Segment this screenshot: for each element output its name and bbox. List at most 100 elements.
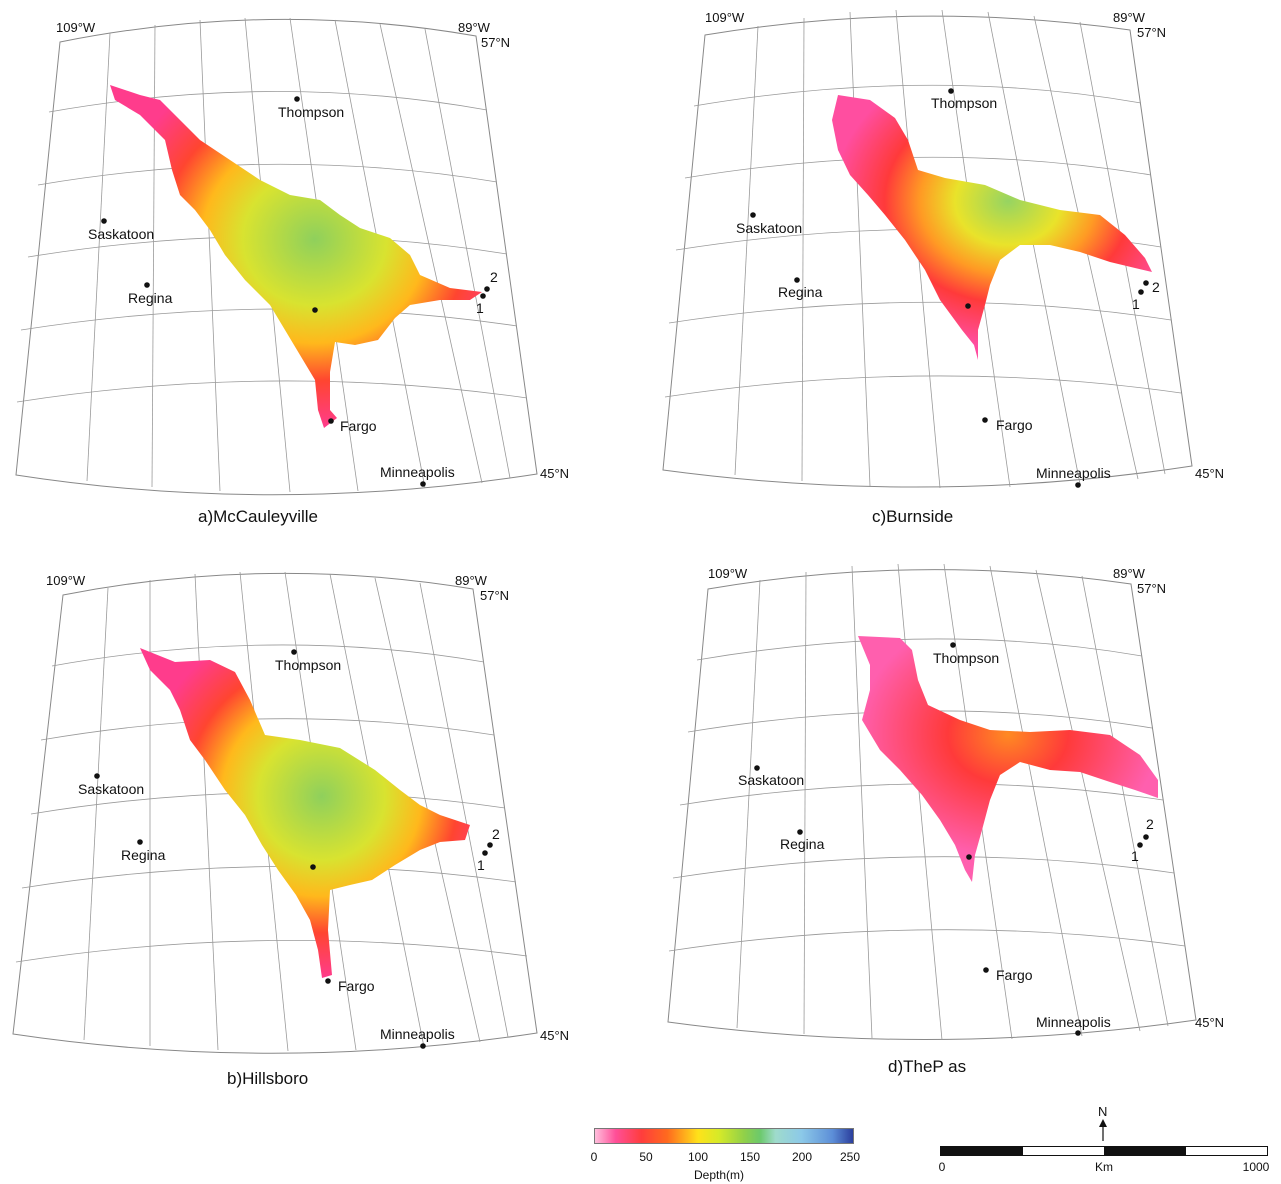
- city-label: Thompson: [275, 657, 341, 673]
- city-label: Minneapolis: [1036, 1014, 1111, 1030]
- city-label: Thompson: [933, 650, 999, 666]
- city-marker: [1075, 482, 1081, 488]
- legend-tick: 0: [590, 1150, 598, 1164]
- city-marker: [1137, 842, 1143, 848]
- city-label: Thompson: [278, 104, 344, 120]
- city-label: Saskatoon: [78, 781, 144, 797]
- coord-label-south: 45°N: [540, 1028, 569, 1043]
- city-label: Minneapolis: [380, 464, 455, 480]
- legend-tick: 200: [791, 1150, 813, 1164]
- city-label: 2: [490, 269, 498, 285]
- city-marker: [310, 864, 316, 870]
- coord-label-south: 45°N: [1195, 1015, 1224, 1030]
- city-marker: [750, 212, 756, 218]
- city-marker: [950, 642, 956, 648]
- city-marker: [797, 829, 803, 835]
- city-label: Regina: [121, 847, 166, 863]
- city-marker: [1143, 834, 1149, 840]
- city-marker: [965, 303, 971, 309]
- legend-tick: 150: [739, 1150, 761, 1164]
- city-label: 1: [476, 300, 484, 316]
- city-marker: [480, 293, 486, 299]
- city-label: Regina: [780, 836, 825, 852]
- legend-title: Depth(m): [694, 1168, 745, 1182]
- city-marker: [328, 418, 334, 424]
- city-marker: [966, 854, 972, 860]
- scale-start: 0: [938, 1160, 946, 1174]
- city-label: 2: [492, 826, 500, 842]
- caption-c: c)Burnside: [872, 507, 954, 526]
- city-label: 1: [477, 857, 485, 873]
- city-marker: [94, 773, 100, 779]
- map-panel-c: [662, 9, 1193, 489]
- city-label: Regina: [128, 290, 173, 306]
- coord-label-north: 57°N: [1137, 25, 1166, 40]
- city-label: 1: [1132, 296, 1140, 312]
- depth-legend: 0 50 100 150 200 250 Depth(m): [590, 1128, 860, 1184]
- map-panel-a: [15, 17, 538, 496]
- scale-unit: Km: [1095, 1160, 1113, 1174]
- city-marker: [983, 967, 989, 973]
- coord-label-east: 89°W: [1113, 566, 1146, 581]
- coord-label-east: 89°W: [1113, 10, 1146, 25]
- city-marker: [1075, 1030, 1081, 1036]
- city-marker: [312, 307, 318, 313]
- city-label: Fargo: [338, 978, 375, 994]
- city-label: Saskatoon: [88, 226, 154, 242]
- city-marker: [982, 417, 988, 423]
- city-label: Minneapolis: [380, 1026, 455, 1042]
- city-marker: [1138, 289, 1144, 295]
- scale-bar: N 0 Km 1000: [938, 1104, 1270, 1184]
- city-label: Fargo: [340, 418, 377, 434]
- coord-label-west: 109°W: [56, 20, 96, 35]
- city-label: 1: [1131, 848, 1139, 864]
- city-label: Regina: [778, 284, 823, 300]
- coord-label-south: 45°N: [1195, 466, 1224, 481]
- caption-b: b)Hillsboro: [227, 1069, 309, 1088]
- city-label: Fargo: [996, 967, 1033, 983]
- coord-label-east: 89°W: [458, 20, 491, 35]
- city-marker: [794, 277, 800, 283]
- coord-label-north: 57°N: [480, 588, 509, 603]
- city-marker: [948, 88, 954, 94]
- city-label: Minneapolis: [1036, 465, 1111, 481]
- city-marker: [482, 850, 488, 856]
- city-marker: [420, 1043, 426, 1049]
- caption-a: a)McCauleyville: [198, 507, 318, 526]
- city-label: 2: [1152, 279, 1160, 295]
- city-marker: [291, 649, 297, 655]
- map-panel-d: [667, 563, 1197, 1041]
- city-marker: [144, 282, 150, 288]
- city-label: Fargo: [996, 417, 1033, 433]
- legend-tick: 100: [687, 1150, 709, 1164]
- coord-label-east: 89°W: [455, 573, 488, 588]
- city-label: Saskatoon: [736, 220, 802, 236]
- city-label: Thompson: [931, 95, 997, 111]
- city-label: Saskatoon: [738, 772, 804, 788]
- city-label: 2: [1146, 816, 1154, 832]
- city-marker: [487, 842, 493, 848]
- depth-color-ramp: [594, 1128, 854, 1144]
- city-marker: [294, 96, 300, 102]
- scale-end: 1000: [1242, 1160, 1270, 1174]
- map-panel-b: [12, 571, 538, 1054]
- coord-label-north: 57°N: [1137, 581, 1166, 596]
- city-marker: [325, 978, 331, 984]
- lake-extent-d: [858, 636, 1158, 882]
- coord-label-south: 45°N: [540, 466, 569, 481]
- city-marker: [1143, 280, 1149, 286]
- lake-extent-c: [832, 95, 1152, 360]
- caption-d: d)TheP as: [888, 1057, 967, 1076]
- coord-label-north: 57°N: [481, 35, 510, 50]
- coord-label-west: 109°W: [708, 566, 748, 581]
- lake-extent-b: [140, 648, 470, 978]
- coord-label-west: 109°W: [46, 573, 86, 588]
- north-arrow-icon: [1099, 1119, 1107, 1141]
- scale-bar-segments: [940, 1146, 1268, 1156]
- lake-extent-a: [110, 85, 482, 428]
- city-marker: [137, 839, 143, 845]
- city-marker: [101, 218, 107, 224]
- coord-label-west: 109°W: [705, 10, 745, 25]
- city-marker: [420, 481, 426, 487]
